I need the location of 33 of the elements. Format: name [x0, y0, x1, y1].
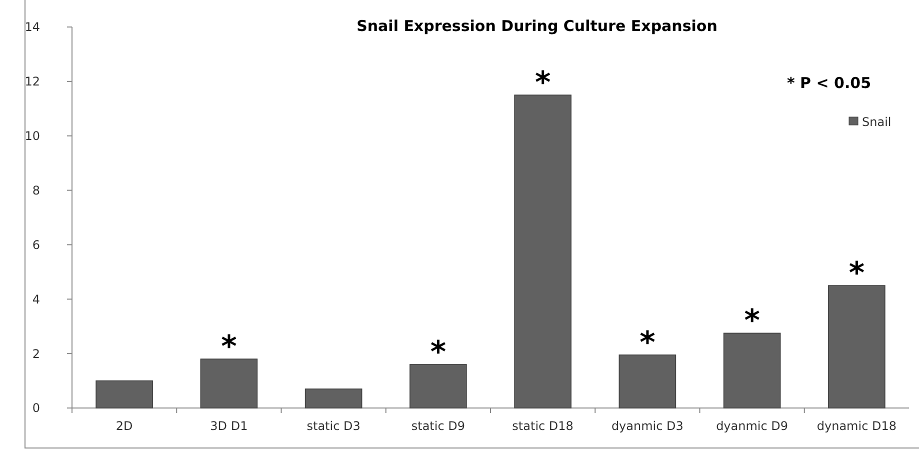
y-tick-label: 2: [32, 346, 40, 361]
x-tick-label: dyanmic D9: [716, 419, 788, 433]
bar: [618, 354, 676, 408]
bar: [828, 285, 886, 408]
y-tick-label: 0: [32, 401, 40, 416]
annotation: *: [744, 304, 760, 339]
bar: [200, 358, 258, 408]
bar: [304, 388, 362, 408]
y-tick-label: 4: [32, 292, 40, 306]
bar: [410, 364, 467, 408]
bar: [514, 94, 572, 408]
y-tick-label: 12: [24, 74, 40, 89]
y-tick-label: 10: [24, 129, 40, 144]
y-tick-label: 6: [32, 238, 40, 252]
annotation: *: [848, 256, 865, 292]
annotation: *: [221, 330, 238, 365]
chart-title: Snail Expression During Culture Expansion: [356, 17, 718, 35]
bar: [723, 332, 781, 408]
legend-label: Snail: [862, 115, 892, 130]
annotation: * P < 0.05: [786, 74, 872, 92]
annotation: *: [640, 325, 656, 360]
x-tick-label: dynamic D18: [816, 419, 896, 433]
x-tick-label: static D3: [306, 419, 360, 433]
y-tick-label: 14: [24, 20, 40, 34]
x-tick-label: 2D: [116, 419, 133, 433]
bar: [96, 380, 153, 408]
x-tick-label: 3D D1: [210, 419, 248, 433]
y-tick-label: 8: [32, 183, 40, 198]
annotation: *: [534, 66, 551, 101]
annotation: *: [430, 334, 446, 370]
x-tick-label: static D9: [411, 419, 466, 433]
x-tick-label: static D18: [512, 419, 574, 433]
x-tick-label: dyanmic D3: [611, 419, 684, 433]
